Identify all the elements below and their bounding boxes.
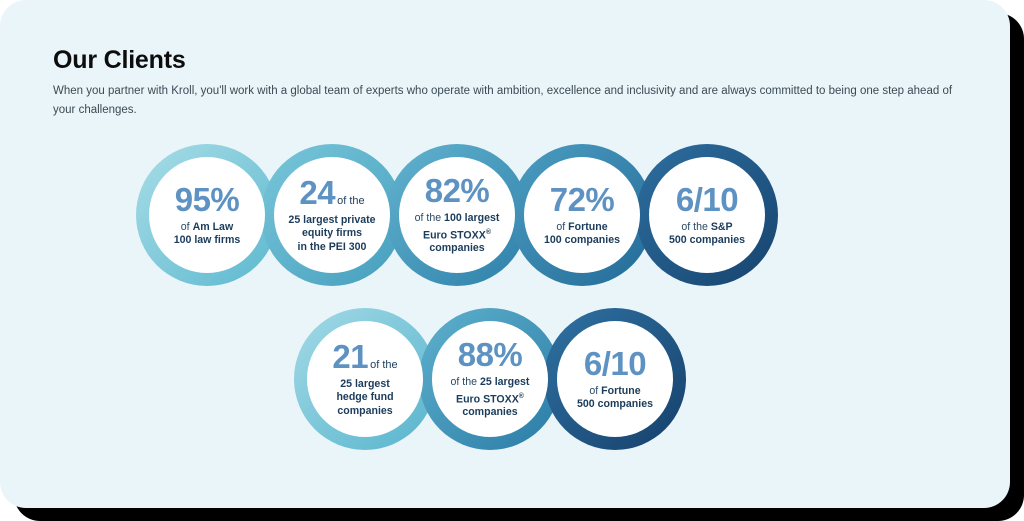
stat-description-bold: 100 companies: [544, 234, 620, 246]
stat-headline: 21 of the: [332, 340, 397, 373]
stat-inline-suffix: of the: [337, 194, 365, 207]
stat-description-line: 25 largest private: [288, 214, 375, 227]
stat-description-bold: Euro STOXX: [456, 393, 519, 406]
stat-headline: 72%: [550, 183, 615, 216]
stat-description-bold: 25 largest: [479, 376, 530, 389]
screenshot-frame: Our Clients When you partner with Kroll,…: [0, 0, 1010, 508]
stat-number: 6/10: [675, 180, 739, 218]
stat-description-bold: 100 law firms: [173, 234, 241, 246]
client-stats-row-1: 95% of Am Law 100 law firms 24 of the 25 larg…: [136, 144, 778, 286]
page-content: Our Clients When you partner with Kroll,…: [53, 46, 953, 450]
stat-disc: 82% of the 100 largest Euro STOXX® companie…: [399, 157, 515, 273]
stat-number: 82%: [424, 172, 490, 210]
stat-description-line: 500 companies: [669, 234, 745, 247]
stat-number: 6/10: [583, 344, 647, 382]
stat-description-lead: of: [589, 384, 602, 397]
stat-description-line: hedge fund: [336, 391, 393, 404]
stat-disc: 72% of Fortune 100 companies: [524, 157, 640, 273]
stat-description-line: Euro STOXX®: [451, 390, 530, 407]
stat-description-bold: companies: [462, 406, 518, 419]
stat-description: 25 largest private equity firms in the PEI…: [288, 214, 375, 254]
stat-description-bold: equity firms: [301, 227, 363, 240]
stat-description-line: 25 largest: [336, 378, 393, 391]
stat-description-line: Euro STOXX®: [415, 226, 500, 243]
stat-node[interactable]: 82% of the 100 largest Euro STOXX® companie…: [386, 144, 544, 286]
stat-description-bold: 25 largest: [340, 377, 390, 390]
stat-description-line: of Am Law: [174, 221, 241, 234]
stat-description-lead: of the: [414, 212, 445, 225]
stat-description-bold: 500 companies: [669, 234, 745, 246]
stat-description-lead: of the: [681, 220, 711, 233]
stat-description-lead: of: [180, 220, 193, 233]
stat-node[interactable]: 6/10 of Fortune 500 companies: [544, 308, 686, 450]
page-subtitle: When you partner with Kroll, you'll work…: [53, 85, 953, 116]
stat-node[interactable]: 24 of the 25 largest private equity firms in…: [261, 144, 419, 286]
stat-node[interactable]: 72% of Fortune 100 companies: [511, 144, 669, 286]
stat-description: of the 25 largest Euro STOXX® companies: [451, 376, 530, 420]
stat-description-line: companies: [415, 242, 500, 255]
stat-description-line: companies: [336, 405, 393, 418]
stat-description-line: of the 100 largest: [415, 212, 500, 225]
stat-number: 88%: [457, 336, 523, 374]
stat-description-line: 100 law firms: [174, 234, 241, 247]
stat-description-bold: 100 largest: [444, 212, 500, 225]
stat-headline: 88%: [458, 338, 523, 371]
stat-description-bold: companies: [337, 404, 393, 417]
stat-headline: 24 of the: [299, 176, 364, 209]
stat-description-line: of Fortune: [544, 221, 620, 234]
stat-disc: 95% of Am Law 100 law firms: [149, 157, 265, 273]
stat-description-line: 100 companies: [544, 234, 620, 247]
client-stats-row-2: 21 of the 25 largest hedge fund companies 88%…: [294, 308, 686, 450]
stat-description-bold: Fortune: [601, 384, 641, 397]
stat-description: of Fortune 500 companies: [577, 385, 653, 412]
stat-description: of Am Law 100 law firms: [174, 221, 241, 248]
stat-number: 72%: [549, 180, 615, 218]
stat-node[interactable]: 88% of the 25 largest Euro STOXX® companies: [419, 308, 577, 450]
stat-headline: 82%: [425, 174, 490, 207]
stat-number: 24: [299, 173, 336, 211]
stat-disc: 6/10 of the S&P 500 companies: [649, 157, 765, 273]
stat-description-bold: 25 largest private: [288, 213, 376, 226]
stat-description-bold: Am Law: [192, 220, 234, 233]
stat-number: 21: [332, 337, 369, 375]
stat-description-line: equity firms: [288, 227, 375, 240]
stat-description-bold: Euro STOXX: [423, 229, 486, 242]
stat-description-line: 500 companies: [577, 398, 653, 411]
stat-headline: 95%: [175, 183, 240, 216]
stat-description-bold: companies: [429, 242, 485, 255]
stat-description-line: in the PEI 300: [288, 241, 375, 254]
stat-inline-suffix: of the: [370, 358, 398, 371]
stat-node[interactable]: 95% of Am Law 100 law firms: [136, 144, 294, 286]
stat-description-lead: of the: [450, 376, 480, 389]
stat-description-line: of the S&P: [669, 221, 745, 234]
stat-headline: 6/10: [583, 344, 647, 382]
registered-mark-icon: ®: [485, 228, 491, 236]
stat-description-bold: S&P: [710, 220, 733, 233]
stat-description-line: of the 25 largest: [451, 376, 530, 389]
page-title: Our Clients: [53, 46, 186, 74]
stat-description-lead: of: [556, 220, 569, 233]
registered-mark-icon: ®: [518, 392, 524, 400]
stat-description-bold: Fortune: [568, 220, 608, 233]
stat-description: 25 largest hedge fund companies: [336, 378, 393, 418]
stat-description-bold: 500 companies: [577, 398, 653, 410]
stat-description: of the S&P 500 companies: [669, 221, 745, 248]
stat-number: 95%: [174, 180, 240, 218]
stat-description-line: companies: [451, 406, 530, 419]
stat-disc: 6/10 of Fortune 500 companies: [557, 321, 673, 437]
stat-description-bold: hedge fund: [336, 391, 394, 404]
stat-description: of Fortune 100 companies: [544, 221, 620, 248]
stat-node[interactable]: 21 of the 25 largest hedge fund companies: [294, 308, 452, 450]
stat-description: of the 100 largest Euro STOXX® companies: [415, 212, 500, 256]
stat-description-bold: in the PEI 300: [297, 240, 367, 253]
stat-headline: 6/10: [675, 180, 739, 218]
stat-description-line: of Fortune: [577, 385, 653, 398]
stat-node[interactable]: 6/10 of the S&P 500 companies: [636, 144, 778, 286]
stat-disc: 88% of the 25 largest Euro STOXX® companies: [432, 321, 548, 437]
stat-disc: 24 of the 25 largest private equity firms in…: [274, 157, 390, 273]
stat-disc: 21 of the 25 largest hedge fund companies: [307, 321, 423, 437]
